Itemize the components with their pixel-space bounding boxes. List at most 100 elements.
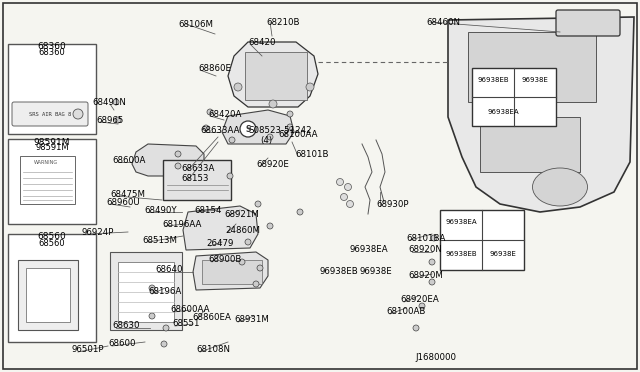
Text: 68513M: 68513M [142,235,177,244]
Text: 68860E: 68860E [198,64,231,73]
Text: 68551: 68551 [172,320,200,328]
Circle shape [113,99,119,105]
Text: 68101BA: 68101BA [406,234,445,243]
Bar [118,262,174,322]
Circle shape [229,137,235,143]
Bar [245,52,307,100]
Text: 68630: 68630 [112,321,140,330]
Text: 68633A: 68633A [181,164,214,173]
Text: 68491N: 68491N [92,97,126,106]
Text: 68560: 68560 [38,231,67,241]
Circle shape [149,285,155,291]
Polygon shape [193,252,268,290]
Bar [468,32,596,102]
Text: 68108N: 68108N [196,346,230,355]
Text: 68920M: 68920M [408,272,443,280]
Text: 68460N: 68460N [426,17,460,26]
Text: 68420: 68420 [248,38,275,46]
Circle shape [73,109,83,119]
Bar [440,210,524,270]
Text: 68101B: 68101B [295,150,328,158]
Circle shape [429,279,435,285]
Text: 68420A: 68420A [208,109,241,119]
Text: 96938EA: 96938EA [487,109,519,115]
Circle shape [149,313,155,319]
Circle shape [257,265,263,271]
Text: 24860M: 24860M [225,225,260,234]
Circle shape [255,201,261,207]
Text: 68360: 68360 [38,48,65,57]
Circle shape [287,124,293,130]
Text: SRS AIR BAG 8: SRS AIR BAG 8 [29,112,71,116]
Text: 68600: 68600 [108,340,136,349]
Text: 68930P: 68930P [376,199,408,208]
Polygon shape [228,42,318,107]
Text: 96938EA: 96938EA [350,246,388,254]
Polygon shape [222,110,294,144]
Text: 68920EA: 68920EA [400,295,439,305]
Circle shape [175,151,181,157]
Text: 68600A: 68600A [112,155,145,164]
Text: 68196AA: 68196AA [162,219,202,228]
Circle shape [163,325,169,331]
Circle shape [297,209,303,215]
Circle shape [269,100,277,108]
Text: 68900B: 68900B [208,256,241,264]
Text: 98591M: 98591M [35,142,69,151]
Circle shape [306,83,314,91]
Circle shape [234,83,242,91]
Text: 96938EB: 96938EB [320,267,359,276]
Polygon shape [183,206,258,250]
Circle shape [267,223,273,229]
Text: S08523-51242: S08523-51242 [248,125,312,135]
Circle shape [413,325,419,331]
Text: 68106M: 68106M [178,19,213,29]
Text: 68600AA: 68600AA [170,305,209,314]
Text: 96924P: 96924P [82,228,115,237]
Text: 68154: 68154 [194,205,221,215]
Circle shape [340,193,348,201]
Ellipse shape [532,168,588,206]
Text: 68920N: 68920N [408,246,442,254]
Text: 68920E: 68920E [256,160,289,169]
Text: 68153: 68153 [181,173,209,183]
Circle shape [337,179,344,186]
Circle shape [115,117,121,123]
Text: 98591M: 98591M [34,138,70,147]
Bar [163,160,231,200]
Bar [110,252,182,330]
Polygon shape [448,17,634,212]
Text: 96501P: 96501P [72,346,104,355]
Text: S: S [245,125,251,134]
Circle shape [346,201,353,208]
Text: 26479: 26479 [206,240,234,248]
Text: 96938E: 96938E [490,251,516,257]
Text: 96938E: 96938E [360,267,393,276]
Circle shape [267,134,273,140]
Bar [472,68,556,126]
Text: 68360: 68360 [38,42,67,51]
Bar [8,44,96,134]
Text: 68965: 68965 [96,115,124,125]
Polygon shape [132,144,204,176]
Circle shape [239,259,245,265]
Text: 68931M: 68931M [234,315,269,324]
Circle shape [429,259,435,265]
Text: 68490Y: 68490Y [144,205,177,215]
Text: 68210B: 68210B [266,17,300,26]
FancyBboxPatch shape [12,102,88,126]
Bar [20,156,75,204]
Circle shape [245,239,251,245]
Text: 68921M: 68921M [224,209,259,218]
Text: 68633AA: 68633AA [200,125,239,135]
Text: 68560: 68560 [38,240,65,248]
Text: (4): (4) [260,135,272,144]
Circle shape [431,235,437,241]
Text: 68475M: 68475M [110,189,145,199]
Circle shape [287,111,293,117]
Bar [8,139,96,224]
Circle shape [203,125,209,131]
Circle shape [227,173,233,179]
Text: 68100AB: 68100AB [386,308,426,317]
Text: 68196A: 68196A [148,288,181,296]
